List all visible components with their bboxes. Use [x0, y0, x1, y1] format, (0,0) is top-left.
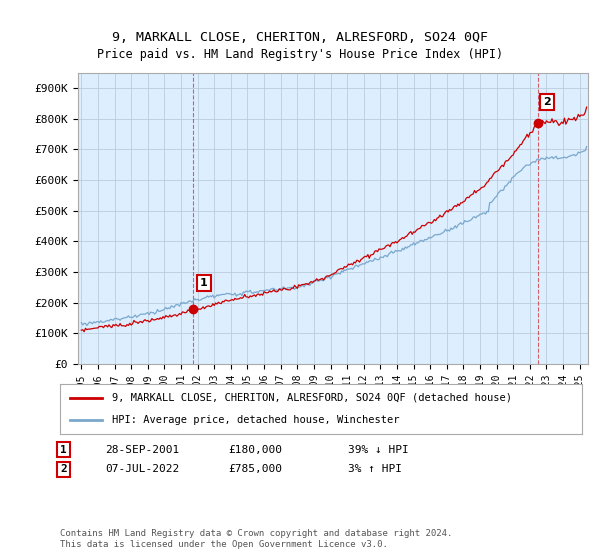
Text: 2: 2 — [60, 464, 67, 474]
Text: 1: 1 — [200, 278, 208, 288]
Text: 39% ↓ HPI: 39% ↓ HPI — [348, 445, 409, 455]
Text: Contains HM Land Registry data © Crown copyright and database right 2024.
This d: Contains HM Land Registry data © Crown c… — [60, 529, 452, 549]
Text: 9, MARKALL CLOSE, CHERITON, ALRESFORD, SO24 0QF: 9, MARKALL CLOSE, CHERITON, ALRESFORD, S… — [112, 31, 488, 44]
Text: Price paid vs. HM Land Registry's House Price Index (HPI): Price paid vs. HM Land Registry's House … — [97, 48, 503, 60]
Text: 1: 1 — [60, 445, 67, 455]
Text: 9, MARKALL CLOSE, CHERITON, ALRESFORD, SO24 0QF (detached house): 9, MARKALL CLOSE, CHERITON, ALRESFORD, S… — [112, 393, 512, 403]
Text: 28-SEP-2001: 28-SEP-2001 — [105, 445, 179, 455]
Text: 3% ↑ HPI: 3% ↑ HPI — [348, 464, 402, 474]
Text: £180,000: £180,000 — [228, 445, 282, 455]
Text: £785,000: £785,000 — [228, 464, 282, 474]
Text: HPI: Average price, detached house, Winchester: HPI: Average price, detached house, Winc… — [112, 415, 400, 425]
Text: 2: 2 — [543, 97, 551, 107]
Text: 07-JUL-2022: 07-JUL-2022 — [105, 464, 179, 474]
